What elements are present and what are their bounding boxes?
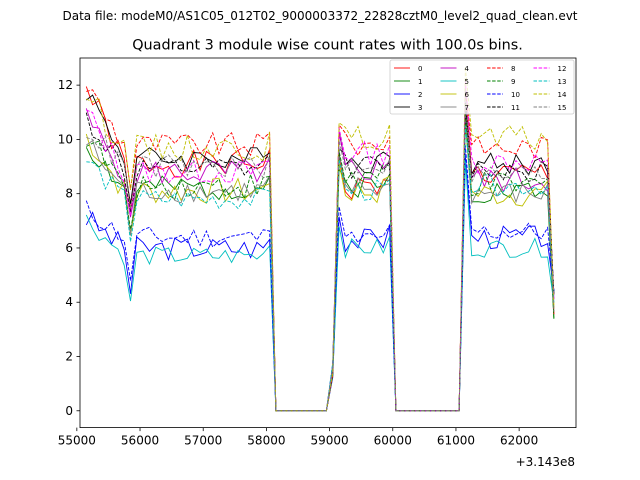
axes-frame [79,57,577,429]
x-tick-label: 59000 [310,434,348,448]
legend-label-10: 10 [511,91,520,99]
series-line-15 [86,89,555,412]
legend-label-13: 13 [558,78,567,86]
x-tick-label: 57000 [184,434,222,448]
legend-label-4: 4 [465,65,470,73]
legend-label-8: 8 [511,65,515,73]
y-tick-label: 4 [65,295,73,309]
y-axis: 0 2 4 6 8 10 12 [58,78,80,418]
series-lines [85,66,555,412]
legend-label-7: 7 [465,104,469,112]
legend-label-12: 12 [558,65,567,73]
chart-title: Quadrant 3 module wise count rates with … [132,38,523,54]
legend-label-15: 15 [558,104,567,112]
legend-label-3: 3 [418,104,422,112]
x-tick-label: 56000 [121,434,159,448]
y-tick-label: 12 [58,78,73,92]
legend-box [389,59,575,115]
x-tick-label: 58000 [247,434,285,448]
legend-label-0: 0 [418,65,422,73]
y-tick-label: 0 [65,404,73,418]
x-axis: 55000 56000 57000 58000 59000 60000 61000 62000 [58,427,538,448]
legend-label-6: 6 [465,91,470,99]
legend-label-14: 14 [558,91,567,99]
legend-label-5: 5 [465,78,469,86]
x-offset-label: +3.143e8 [516,455,575,469]
legend-label-1: 1 [418,78,422,86]
x-tick-label: 62000 [500,434,538,448]
y-tick-label: 10 [58,132,73,146]
x-tick-label: 55000 [58,434,96,448]
y-tick-label: 2 [65,350,73,364]
x-tick-label: 61000 [437,434,475,448]
legend-label-9: 9 [511,78,515,86]
y-tick-label: 6 [65,241,73,255]
y-tick-label: 8 [65,187,73,201]
legend-label-2: 2 [418,91,422,99]
legend-label-11: 11 [511,104,520,112]
data-file-suptitle: Data file: modeM0/AS1C05_012T02_90000033… [62,9,577,23]
x-tick-label: 60000 [374,434,412,448]
